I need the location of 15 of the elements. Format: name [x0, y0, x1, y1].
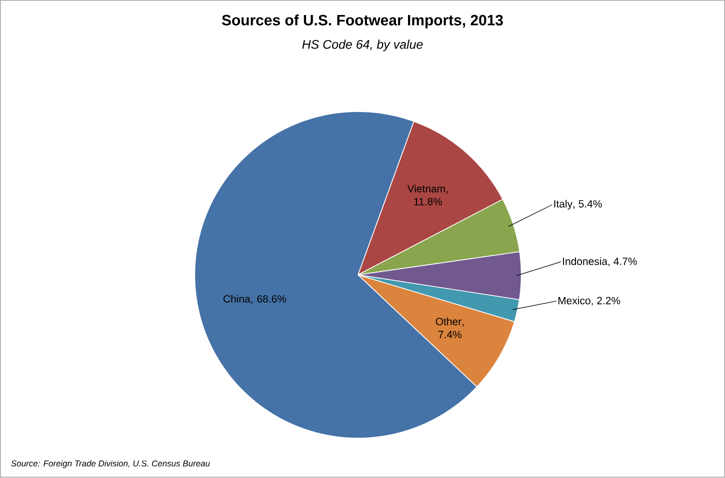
data-label: , 4.7%: [608, 258, 637, 266]
data-label: , 2.2%: [592, 297, 620, 306]
slice-label: Indonesia: [563, 258, 608, 266]
slice-label: China: [224, 295, 250, 303]
data-label: , 68.6%: [251, 295, 286, 304]
data-label: , 7.4%: [438, 324, 464, 338]
data-label: , 11.8%: [414, 191, 448, 206]
chart-title: Sources of U.S. Footwear Imports, 2013: [222, 14, 503, 29]
chart-subtitle: HS Code 64, by value: [302, 40, 423, 52]
slice-label: Vietnam: [407, 184, 445, 193]
slice-label: Other: [436, 318, 462, 326]
data-label: , 5.4%: [573, 200, 602, 210]
slice-label: Italy: [554, 200, 572, 210]
source-note: Source: Foreign Trade Division, U.S. Census Bureau: [11, 460, 210, 468]
slice-label: Mexico: [558, 296, 590, 305]
